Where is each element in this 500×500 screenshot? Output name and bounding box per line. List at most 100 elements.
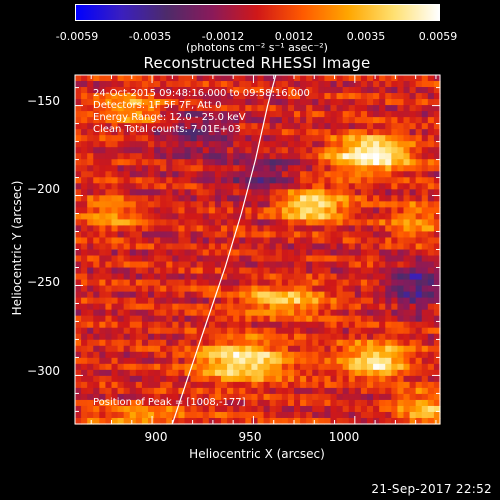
image-pixel [129,99,137,106]
image-pixel [427,333,435,341]
image-pixel [275,243,283,251]
image-pixel [263,381,271,389]
image-pixel [154,303,161,311]
image-pixel [385,147,392,154]
image-pixel [263,273,271,281]
image-pixel [123,375,131,383]
image-pixel [421,213,429,221]
image-pixel [245,291,253,299]
image-pixel [391,267,399,275]
image-pixel [214,417,222,425]
image-pixel [318,291,326,299]
image-pixel [300,273,307,281]
image-pixel [227,285,234,293]
image-pixel [433,75,441,82]
image-pixel [154,99,161,106]
image-pixel [141,381,149,389]
image-pixel [190,369,198,377]
image-pixel [354,183,362,190]
image-pixel [354,297,362,305]
image-pixel [227,213,234,221]
image-pixel [105,339,113,347]
image-pixel [373,411,380,419]
image-pixel [360,363,368,371]
image-pixel [99,339,107,347]
image-pixel [148,159,155,166]
image-pixel [427,225,435,233]
image-pixel [269,207,277,214]
image-pixel [275,399,283,407]
image-pixel [141,213,149,221]
image-pixel [154,327,161,335]
image-pixel [233,159,240,166]
image-pixel [178,315,186,323]
image-pixel [263,399,271,407]
image-pixel [275,159,283,166]
image-pixel [75,231,82,239]
image-pixel [135,111,143,118]
image-pixel [208,159,216,166]
image-pixel [415,285,423,293]
image-pixel [379,171,386,178]
image-pixel [99,375,107,383]
image-pixel [87,207,94,214]
image-pixel [263,177,271,184]
image-pixel [342,99,350,106]
image-pixel [269,75,277,82]
image-pixel [233,123,240,130]
image-pixel [75,87,82,94]
image-pixel [81,399,88,407]
image-pixel [111,111,119,118]
image-pixel [275,417,283,425]
image-pixel [105,375,113,383]
image-pixel [87,339,94,347]
image-pixel [233,339,240,347]
image-pixel [281,231,289,239]
image-pixel [294,165,301,172]
image-pixel [172,159,180,166]
image-pixel [111,339,119,347]
image-pixel [300,243,307,251]
image-pixel [385,87,392,94]
image-pixel [105,315,113,323]
image-pixel [397,147,405,154]
image-pixel [421,129,429,136]
image-pixel [367,297,374,305]
image-pixel [196,255,204,263]
image-pixel [379,405,386,413]
image-pixel [403,219,411,227]
image-pixel [111,75,119,82]
image-pixel [306,255,313,263]
image-pixel [111,405,119,413]
image-pixel [93,99,100,106]
image-pixel [148,333,155,341]
image-pixel [294,201,301,208]
image-pixel [148,315,155,323]
image-pixel [342,363,350,371]
image-pixel [348,231,356,239]
image-pixel [379,273,386,281]
image-pixel [141,357,149,365]
image-pixel [306,333,313,341]
image-pixel [135,219,143,227]
image-pixel [105,135,113,142]
image-pixel [81,417,88,425]
image-pixel [93,213,100,221]
image-pixel [202,351,210,359]
image-pixel [269,93,277,100]
image-pixel [427,399,435,407]
image-pixel [421,363,429,371]
image-pixel [214,153,222,160]
image-pixel [184,243,192,251]
image-pixel [105,255,113,263]
image-pixel [336,177,344,184]
image-pixel [312,291,319,299]
image-pixel [233,213,240,221]
image-pixel [354,303,362,311]
image-pixel [75,273,82,281]
image-pixel [239,81,246,88]
image-pixel [117,141,125,148]
image-pixel [81,255,88,263]
image-pixel [190,123,198,130]
image-pixel [245,267,253,275]
